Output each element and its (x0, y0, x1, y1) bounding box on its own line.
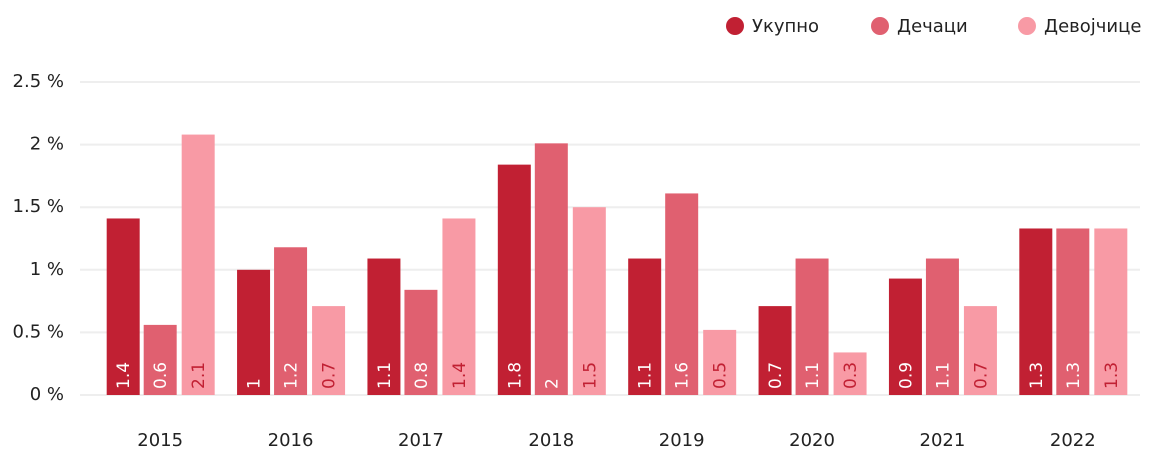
data-label: 1.3 (1102, 362, 1122, 389)
data-label: 1.1 (375, 362, 395, 389)
data-label: 1.4 (450, 362, 470, 389)
bar (274, 247, 308, 395)
bar (925, 258, 959, 395)
data-label: 1.5 (580, 362, 600, 389)
data-label: 0.3 (841, 362, 861, 389)
bar (963, 306, 997, 395)
x-tick-label: 2019 (659, 430, 705, 450)
bar (833, 352, 867, 395)
data-label: 0.6 (151, 362, 171, 389)
data-label: 0.5 (711, 362, 731, 389)
data-label: 0.8 (412, 362, 432, 389)
legend-marker (871, 17, 889, 35)
data-label: 1.1 (803, 362, 823, 389)
x-tick-label: 2022 (1050, 430, 1096, 450)
bar (703, 329, 737, 395)
data-label: 1.2 (282, 362, 302, 389)
legend-marker (726, 17, 744, 35)
bar (665, 193, 699, 395)
bar (795, 258, 829, 395)
bar (181, 134, 215, 396)
bar (442, 218, 476, 395)
x-tick-label: 2015 (137, 430, 183, 450)
legend-label: Девојчице (1044, 16, 1141, 37)
y-tick-label: 1.5 % (13, 196, 64, 217)
data-label: 0.7 (766, 362, 786, 389)
bar (1056, 228, 1090, 395)
bar (143, 324, 177, 395)
legend-marker (1018, 17, 1036, 35)
x-tick-label: 2020 (789, 430, 835, 450)
x-tick-label: 2018 (528, 430, 574, 450)
bar (367, 258, 401, 395)
data-label: 1 (245, 378, 265, 389)
bar (1094, 228, 1128, 395)
legend-label: Укупно (752, 16, 819, 37)
x-tick-label: 2016 (268, 430, 314, 450)
data-label: 1.1 (636, 362, 656, 389)
bar (106, 218, 140, 395)
legend-label: Дечаци (897, 16, 968, 37)
bar (888, 278, 922, 395)
y-tick-label: 0 % (30, 384, 64, 405)
data-label: 1.8 (505, 362, 525, 389)
bar (404, 289, 438, 395)
x-tick-label: 2021 (920, 430, 966, 450)
data-label: 1.6 (673, 362, 693, 389)
y-tick-label: 2.5 % (13, 71, 64, 92)
y-tick-label: 0.5 % (13, 321, 64, 342)
data-label: 2.1 (189, 362, 209, 389)
x-tick-label: 2017 (398, 430, 444, 450)
y-tick-label: 1 % (30, 259, 64, 280)
y-tick-label: 2 % (30, 134, 64, 155)
data-label: 1.3 (1027, 362, 1047, 389)
data-label: 0.7 (971, 362, 991, 389)
data-label: 1.4 (114, 362, 134, 389)
data-label: 1.3 (1064, 362, 1084, 389)
bar (572, 207, 606, 395)
data-label: 2 (542, 378, 562, 389)
data-label: 1.1 (933, 362, 953, 389)
bar (312, 306, 346, 395)
bar (628, 258, 662, 395)
bar (497, 164, 531, 395)
data-label: 0.7 (320, 362, 340, 389)
data-label: 0.9 (896, 362, 916, 389)
bar (1019, 228, 1053, 395)
bar (758, 306, 792, 395)
bar (237, 269, 271, 395)
bar (534, 143, 568, 395)
